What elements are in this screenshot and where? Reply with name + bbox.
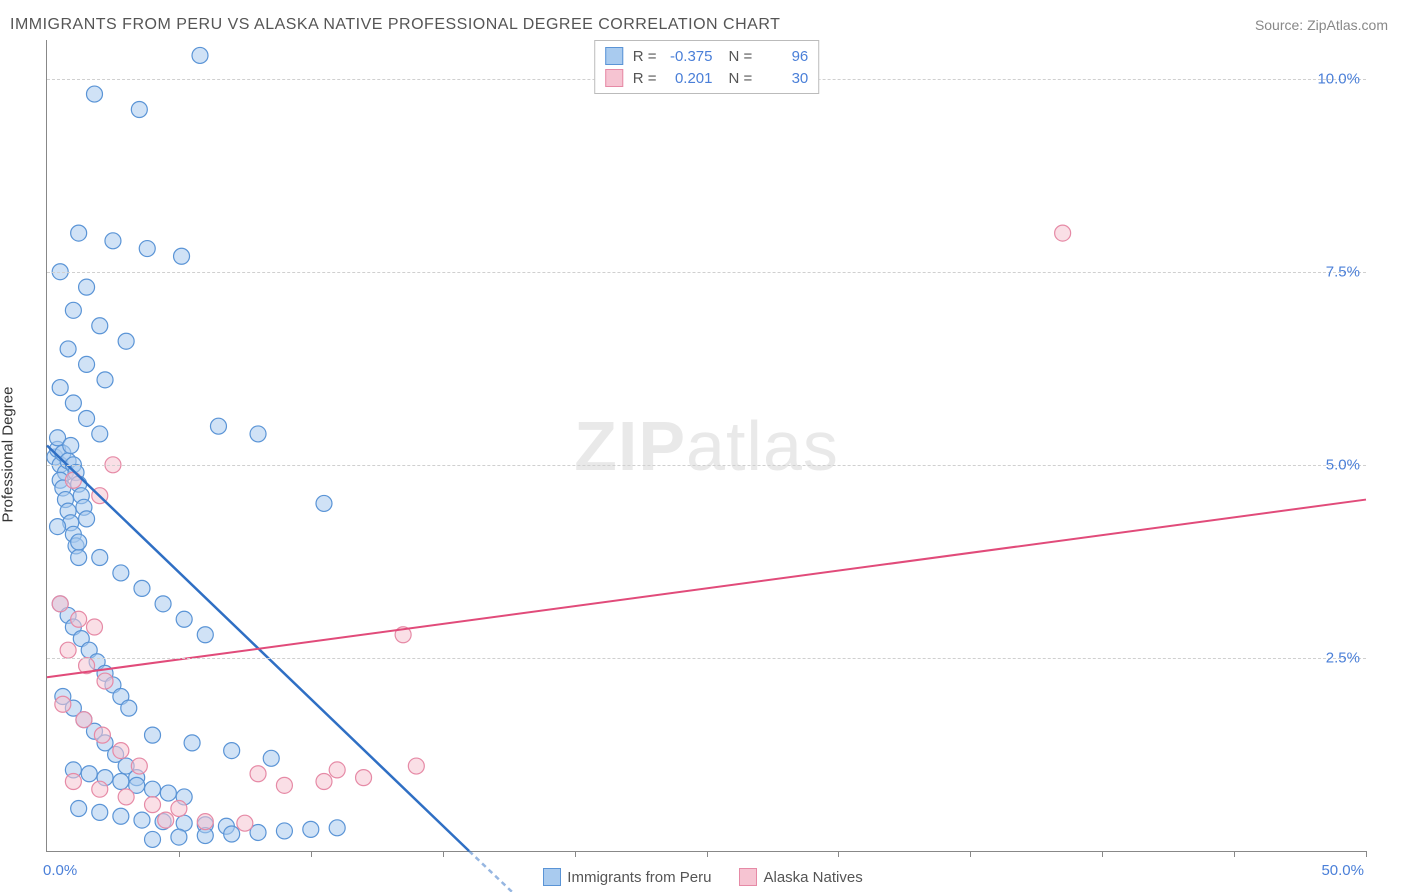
data-point [52,596,68,612]
data-point [65,395,81,411]
data-point [316,495,332,511]
data-point [113,565,129,581]
data-point [145,831,161,847]
plot-area: ZIPatlas R = -0.375 N = 96 R = 0.201 N =… [46,40,1366,852]
legend-swatch-icon [605,69,623,87]
data-point [263,750,279,766]
data-point [145,797,161,813]
legend-bottom: Immigrants from Peru Alaska Natives [0,868,1406,886]
data-point [1055,225,1071,241]
legend-item: Immigrants from Peru [543,868,711,886]
data-point [303,821,319,837]
data-point [79,279,95,295]
data-point [134,812,150,828]
data-point [118,333,134,349]
data-point [79,511,95,527]
data-point [224,826,240,842]
header: IMMIGRANTS FROM PERU VS ALASKA NATIVE PR… [0,0,1406,40]
data-point [171,801,187,817]
y-tick-label: 10.0% [1317,70,1360,87]
source-label: Source: ZipAtlas.com [1255,17,1388,33]
data-point [174,248,190,264]
data-point [92,549,108,565]
regression-line [47,500,1366,678]
data-point [329,762,345,778]
legend-stats-row: R = -0.375 N = 96 [605,45,809,67]
data-point [176,611,192,627]
legend-swatch-icon [605,47,623,65]
y-tick-label: 5.0% [1326,456,1360,473]
data-point [81,766,97,782]
data-point [71,611,87,627]
data-point [71,534,87,550]
y-tick-label: 7.5% [1326,263,1360,280]
data-point [316,773,332,789]
data-point [131,758,147,774]
data-point [145,727,161,743]
legend-swatch-icon [739,868,757,886]
data-point [160,785,176,801]
data-point [86,619,102,635]
data-point [276,823,292,839]
data-point [97,372,113,388]
data-point [131,102,147,118]
data-point [158,812,174,828]
y-tick-label: 2.5% [1326,649,1360,666]
data-point [171,829,187,845]
data-point [92,318,108,334]
data-point [65,302,81,318]
data-point [197,814,213,830]
data-point [192,47,208,63]
data-point [197,627,213,643]
data-point [86,86,102,102]
data-point [145,781,161,797]
data-point [184,735,200,751]
legend-item: Alaska Natives [739,868,862,886]
y-axis-label: Professional Degree [0,387,17,523]
data-point [408,758,424,774]
data-point [250,426,266,442]
data-point [79,356,95,372]
legend-label: Immigrants from Peru [567,869,711,886]
data-point [276,777,292,793]
data-point [105,233,121,249]
data-point [92,804,108,820]
data-point [356,770,372,786]
data-point [118,789,134,805]
legend-stats-row: R = 0.201 N = 30 [605,67,809,89]
data-point [65,773,81,789]
data-point [71,801,87,817]
data-point [97,673,113,689]
data-point [92,781,108,797]
data-point [94,727,110,743]
data-point [113,773,129,789]
legend-swatch-icon [543,868,561,886]
legend-stats: R = -0.375 N = 96 R = 0.201 N = 30 [594,40,820,94]
data-point [210,418,226,434]
data-point [52,380,68,396]
data-point [250,766,266,782]
data-point [329,820,345,836]
data-point [60,341,76,357]
data-point [71,225,87,241]
data-point [71,549,87,565]
data-point [60,642,76,658]
data-point [76,712,92,728]
legend-label: Alaska Natives [763,869,862,886]
data-point [121,700,137,716]
data-point [55,696,71,712]
data-point [92,426,108,442]
data-point [134,580,150,596]
data-point [139,241,155,257]
data-point [79,410,95,426]
data-point [237,815,253,831]
data-point [63,438,79,454]
data-point [50,519,66,535]
chart-title: IMMIGRANTS FROM PERU VS ALASKA NATIVE PR… [10,16,780,34]
data-point [224,743,240,759]
data-point [113,808,129,824]
data-point [113,743,129,759]
chart-svg [47,40,1366,851]
data-point [155,596,171,612]
